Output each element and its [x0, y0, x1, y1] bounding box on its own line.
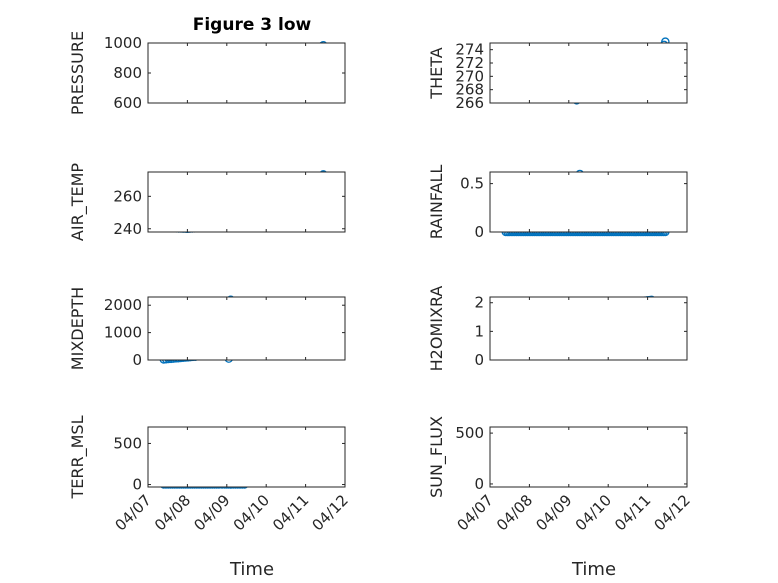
figure-title: Figure 3 low — [193, 15, 312, 35]
axes-frame — [489, 171, 688, 233]
y-tick-label: 1000 — [104, 34, 142, 52]
y-axis-label: PRESSURE — [68, 31, 87, 115]
x-tick-label: 04/12 — [309, 491, 352, 534]
axes-frame — [147, 171, 346, 233]
panel-air_temp: 240 260 AIR_TEMP — [68, 163, 346, 241]
y-tick-label: 0 — [132, 476, 142, 494]
y-axis-label: MIXDEPTH — [68, 287, 87, 370]
tick-marks — [147, 42, 346, 104]
panel-mixdepth: 0 1000 2000 MIXDEPTH — [68, 287, 346, 370]
axes-frame — [489, 426, 688, 488]
panel-sun_flux: 0 500 SUN_FLUX 04/0704/0804/0904/1004/1104/… — [427, 416, 694, 534]
x-axis-label-right: Time — [571, 559, 616, 580]
y-axis-label: TERR_MSL — [68, 415, 88, 499]
y-tick-label: 2000 — [104, 296, 142, 314]
y-tick-label: 1000 — [104, 324, 142, 342]
y-tick-label: 266 — [455, 94, 484, 112]
tick-marks — [147, 172, 346, 232]
x-tick-label: 04/10 — [572, 491, 615, 534]
y-tick-label: 0 — [132, 351, 142, 369]
x-tick-label: 04/09 — [190, 491, 233, 534]
tick-marks — [147, 297, 346, 361]
y-tick-label: 268 — [455, 81, 484, 99]
x-axis-label-left: Time — [229, 559, 274, 580]
y-axis-label: THETA — [427, 47, 446, 99]
x-tick-label: 04/07 — [112, 491, 155, 534]
x-tick-label: 04/10 — [230, 491, 273, 534]
panel-pressure: 600 800 1000 PRESSURE — [68, 31, 346, 115]
y-tick-label: 272 — [455, 54, 484, 72]
axes-frame — [147, 42, 346, 104]
y-axis-label: AIR_TEMP — [68, 163, 88, 241]
panel-terr_msl: 0 500 TERR_MSL 04/0704/0804/0904/1004/1104/… — [68, 415, 352, 534]
y-tick-label: 0 — [474, 351, 484, 369]
axes-frame — [147, 296, 346, 361]
axes-frame — [147, 426, 346, 488]
x-tick-label: 04/12 — [651, 491, 694, 534]
tick-marks — [489, 427, 688, 487]
y-tick-label: 260 — [113, 187, 142, 205]
y-axis-label: SUN_FLUX — [427, 416, 447, 498]
y-tick-label: 600 — [113, 94, 142, 112]
y-tick-label: 270 — [455, 67, 484, 85]
x-tick-label: 04/08 — [151, 491, 194, 534]
y-tick-label: 240 — [113, 220, 142, 238]
x-tick-label: 04/11 — [611, 491, 654, 534]
panel-h2omixra: 0 1 2 H2OMIXRA — [427, 286, 688, 372]
axes-frame — [489, 296, 688, 361]
y-tick-label: 0 — [474, 475, 484, 493]
y-tick-label: 0 — [474, 223, 484, 241]
y-tick-label: 274 — [455, 41, 484, 59]
tick-marks — [489, 43, 688, 104]
y-tick-label: 800 — [113, 64, 142, 82]
x-tick-label: 04/07 — [454, 491, 497, 534]
y-tick-label: 2 — [474, 294, 484, 312]
panel-rainfall: 0 0.5 RAINFALL — [427, 165, 688, 241]
y-axis-label: RAINFALL — [427, 165, 446, 240]
tick-marks — [489, 172, 688, 233]
y-axis-label: H2OMIXRA — [427, 286, 446, 372]
y-tick-label: 1 — [474, 322, 484, 340]
x-tick-label: 04/09 — [532, 491, 575, 534]
tick-marks — [147, 427, 346, 487]
y-tick-label: 500 — [113, 434, 142, 452]
y-tick-label: 0.5 — [460, 175, 484, 193]
tick-marks — [489, 297, 688, 361]
x-tick-label: 04/11 — [269, 491, 312, 534]
axes-frame — [489, 42, 688, 104]
y-tick-label: 500 — [455, 424, 484, 442]
x-tick-label: 04/08 — [493, 491, 536, 534]
